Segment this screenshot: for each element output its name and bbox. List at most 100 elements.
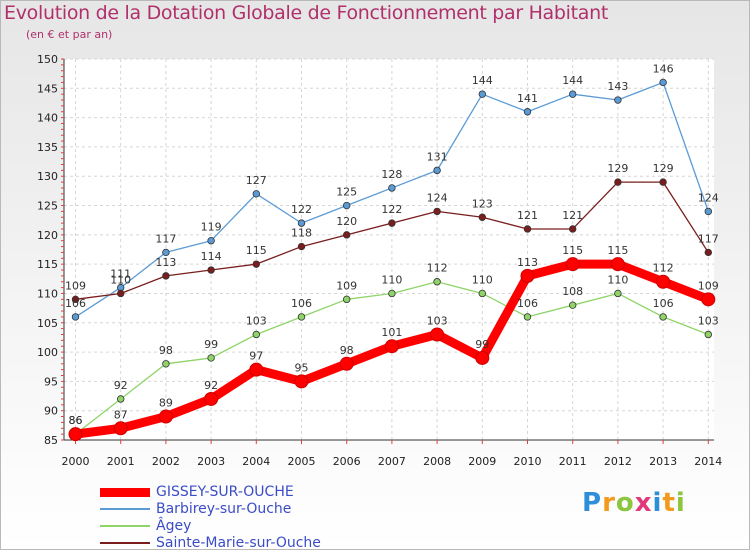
data-point-agey	[343, 295, 351, 304]
data-point-gissey	[565, 257, 580, 272]
legend-swatch-barbirey	[100, 508, 150, 510]
data-label-agey: 103	[246, 314, 267, 327]
y-tick-label: 105	[37, 317, 58, 330]
data-label-agey: 86	[69, 414, 83, 427]
data-point-barbirey	[659, 78, 667, 87]
x-tick-label: 2014	[694, 455, 722, 468]
data-label-gissey: 87	[114, 408, 128, 421]
y-tick-label: 125	[37, 200, 58, 213]
data-label-gissey: 115	[607, 244, 628, 257]
data-point-sainte	[523, 225, 532, 233]
data-label-gissey: 98	[340, 344, 354, 357]
y-tick-label: 130	[37, 170, 58, 183]
data-label-barbirey: 106	[65, 297, 86, 310]
data-label-agey: 103	[698, 314, 719, 327]
data-point-gissey	[701, 292, 716, 307]
y-tick-label: 135	[37, 141, 58, 154]
data-label-gissey: 115	[562, 244, 583, 257]
x-tick-label: 2003	[197, 455, 225, 468]
data-point-gissey	[249, 362, 264, 377]
data-point-barbirey	[297, 219, 306, 227]
data-label-sainte: 118	[291, 227, 312, 240]
data-point-agey	[478, 289, 486, 298]
proxiti-logo: Proxiti	[582, 488, 686, 518]
data-point-sainte	[207, 266, 215, 274]
data-label-agey: 108	[562, 285, 583, 298]
data-label-gissey: 103	[427, 314, 448, 327]
data-label-barbirey: 143	[607, 80, 628, 93]
data-label-agey: 112	[427, 262, 448, 275]
data-label-sainte: 113	[155, 256, 176, 269]
data-point-gissey	[339, 356, 354, 371]
data-label-gissey: 113	[517, 256, 538, 269]
data-point-barbirey	[71, 313, 80, 321]
data-label-agey: 92	[114, 379, 128, 392]
data-label-agey: 110	[381, 273, 402, 286]
logo-letter-o: o	[615, 488, 635, 518]
data-point-barbirey	[207, 237, 215, 245]
logo-letter-i1: i	[652, 488, 663, 518]
x-tick-label: 2012	[604, 455, 632, 468]
data-label-barbirey: 117	[155, 232, 176, 245]
data-point-gissey	[113, 421, 128, 436]
data-point-agey	[252, 330, 260, 339]
x-tick-label: 2008	[423, 455, 451, 468]
y-tick-label: 85	[44, 434, 58, 447]
data-label-agey: 106	[653, 297, 674, 310]
data-point-gissey	[520, 268, 535, 283]
data-label-sainte: 120	[336, 215, 357, 228]
data-label-sainte: 123	[472, 197, 493, 210]
data-label-barbirey: 146	[653, 62, 674, 75]
data-label-gissey: 97	[249, 350, 263, 363]
data-point-gissey	[204, 391, 219, 406]
data-point-agey	[523, 313, 532, 321]
y-tick-label: 110	[37, 287, 58, 300]
legend-label-barbirey: Barbirey-sur-Ouche	[156, 501, 292, 517]
data-point-agey	[569, 301, 577, 309]
x-tick-label: 2001	[107, 455, 135, 468]
x-tick-label: 2010	[514, 455, 542, 468]
data-point-barbirey	[614, 96, 622, 104]
data-label-barbirey: 131	[427, 150, 448, 163]
data-point-sainte	[659, 178, 667, 186]
data-point-sainte	[252, 260, 260, 268]
data-label-gissey: 95	[295, 361, 309, 374]
data-point-sainte	[297, 242, 306, 251]
logo-letter-t: t	[662, 488, 676, 518]
data-label-sainte: 122	[381, 203, 402, 216]
logo-letter-i2: i	[675, 488, 686, 518]
data-label-gissey: 112	[653, 262, 674, 275]
data-label-barbirey: 124	[698, 191, 719, 204]
data-point-gissey	[475, 350, 490, 365]
y-tick-label: 140	[37, 112, 58, 125]
data-label-sainte: 114	[201, 250, 222, 263]
legend-label-agey: Âgey	[156, 518, 192, 534]
data-point-agey	[116, 395, 125, 403]
data-label-sainte: 121	[517, 209, 538, 222]
logo-letter-x: x	[634, 488, 653, 518]
y-tick-label: 100	[37, 346, 58, 359]
data-label-barbirey: 111	[110, 268, 131, 281]
data-point-gissey	[294, 374, 309, 389]
data-label-gissey: 89	[159, 397, 173, 410]
x-tick-label: 2004	[242, 455, 270, 468]
data-label-barbirey: 128	[381, 168, 402, 181]
logo-letter-p: P	[582, 488, 603, 518]
data-point-sainte	[569, 225, 577, 233]
y-tick-label: 120	[37, 229, 58, 242]
data-point-sainte	[343, 231, 351, 239]
data-point-gissey	[158, 409, 173, 424]
data-label-agey: 106	[517, 297, 538, 310]
data-point-sainte	[614, 178, 622, 186]
data-point-gissey	[610, 257, 625, 272]
x-tick-label: 2005	[288, 455, 316, 468]
plot-area	[64, 59, 714, 440]
x-tick-label: 2006	[333, 455, 361, 468]
data-label-agey: 99	[204, 338, 218, 351]
logo-letter-r: r	[602, 488, 616, 518]
data-point-barbirey	[523, 108, 532, 116]
legend-label-sainte: Sainte-Marie-sur-Ouche	[156, 535, 321, 551]
data-point-barbirey	[343, 201, 351, 210]
x-tick-label: 2007	[378, 455, 406, 468]
data-point-agey	[704, 330, 712, 339]
